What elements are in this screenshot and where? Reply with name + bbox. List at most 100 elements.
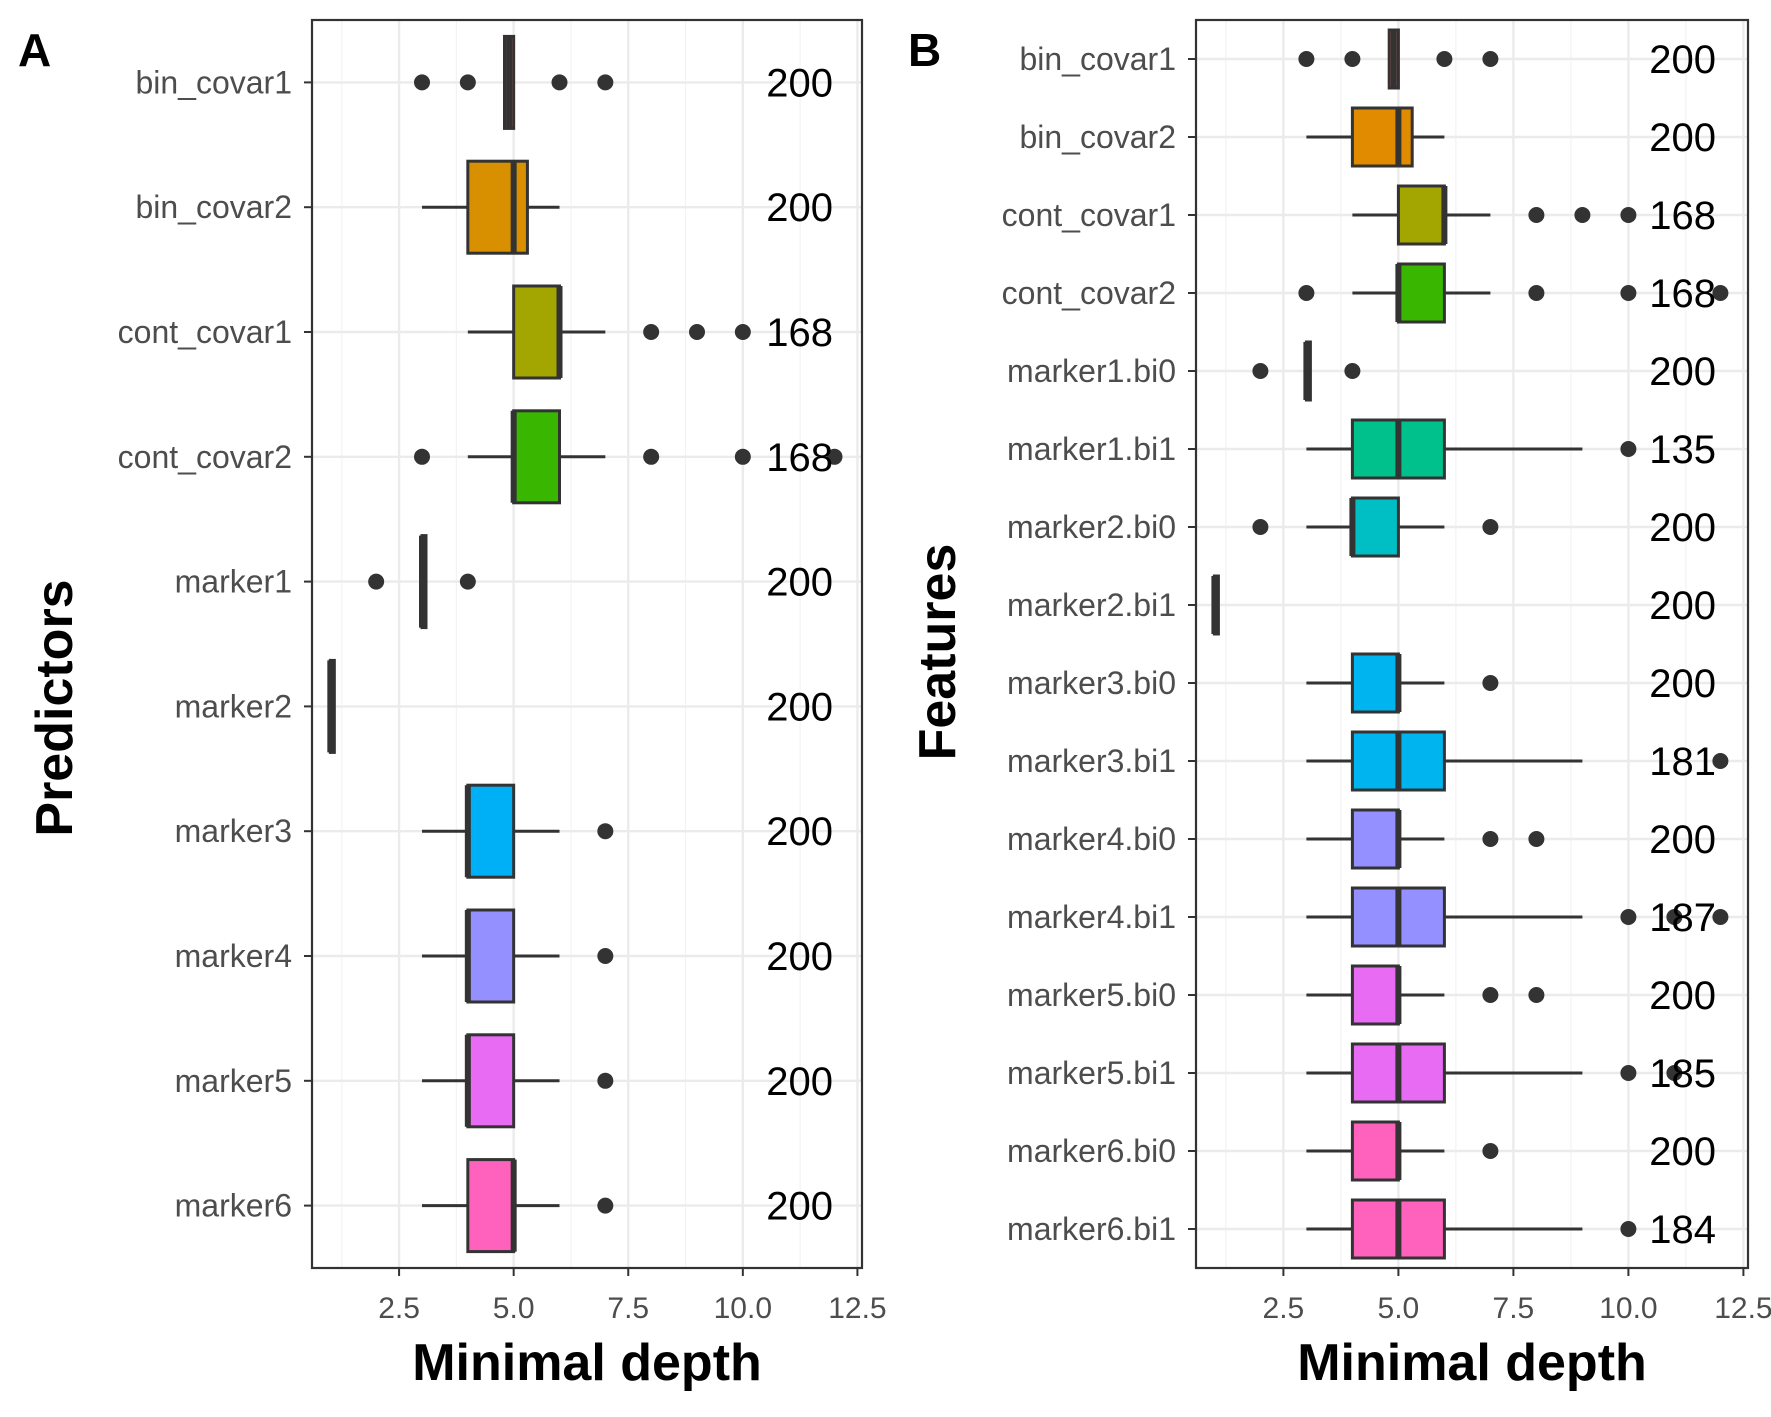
panel-b-box-marker2-bi1	[1211, 574, 1220, 636]
panel-b-box-rect	[1350, 652, 1400, 714]
panel-b-box-marker3-bi1	[1306, 730, 1729, 792]
panel-a-category-label: marker3	[175, 813, 292, 849]
panel-a-box-rect	[466, 159, 529, 255]
panel-b-category-label: marker2.bi1	[1007, 587, 1176, 623]
panel-b-count-label: 187	[1649, 896, 1716, 940]
panel-b-outlier-point	[1666, 909, 1683, 925]
panel-a-box-rect	[512, 409, 562, 505]
panel-b-outlier-point	[1344, 51, 1361, 67]
panel-b-count-label: 200	[1649, 1130, 1716, 1174]
panel-b-box-bin-covar1	[1298, 28, 1499, 90]
panel-a-x-tick-label: 2.5	[378, 1292, 420, 1325]
panel-b-category-label: marker3.bi1	[1007, 743, 1176, 779]
panel-b-outlier-point	[1620, 909, 1637, 925]
panel-b-count-label: 200	[1649, 506, 1716, 550]
panel-b-category-label: marker4.bi1	[1007, 899, 1176, 935]
panel-a-outlier-point	[597, 823, 614, 840]
panel-b-count-label: 200	[1649, 818, 1716, 862]
panel-a-outlier-point	[459, 74, 476, 91]
panel-a-outlier-point	[414, 448, 430, 465]
panel-a-box-marker1	[368, 534, 476, 630]
panel-a: A Predictors Minimal depth bin_covar1 200…	[18, 18, 887, 1392]
panel-a-count-label: 200	[766, 186, 833, 230]
panel-b-letter: B	[908, 24, 941, 76]
panel-b-count-label: 168	[1649, 272, 1716, 316]
panel-b-count-label: 135	[1649, 428, 1716, 472]
panel-b: B Features Minimal depth bin_covar1 200 bi…	[908, 18, 1771, 1392]
panel-b-count-label: 200	[1649, 662, 1716, 706]
panel-a-box-marker2	[327, 658, 336, 754]
panel-a-category-label: marker6	[175, 1188, 292, 1224]
panel-b-outlier-point	[1620, 1221, 1637, 1237]
panel-a-category-label: cont_covar2	[118, 439, 292, 475]
panel-b-category-label: marker5.bi1	[1007, 1055, 1176, 1091]
panel-b-category-label: bin_covar1	[1019, 41, 1176, 77]
panel-b-category-label: cont_covar1	[1002, 197, 1176, 233]
panel-b-gridlines	[1196, 20, 1748, 1268]
panel-b-category-label: cont_covar2	[1002, 275, 1176, 311]
panel-a-box-rect	[466, 1158, 516, 1254]
panel-b-outlier-point	[1298, 51, 1315, 67]
panel-b-category-label: marker6.bi1	[1007, 1211, 1176, 1247]
panel-b-outlier-point	[1482, 987, 1499, 1003]
panel-a-category-label: bin_covar1	[135, 64, 292, 100]
panel-a-box-cont-covar1	[467, 284, 751, 380]
panel-a-y-axis-title: Predictors	[26, 579, 84, 836]
panel-a-count-label: 200	[766, 1060, 833, 1104]
panel-a-x-tick-label: 10.0	[714, 1292, 772, 1325]
panel-b-category-label: marker6.bi0	[1007, 1133, 1176, 1169]
panel-b-plot-frame	[1194, 18, 1750, 1270]
panel-b-box-marker3-bi0	[1306, 652, 1499, 714]
panel-b-outlier-point	[1620, 1065, 1637, 1081]
panel-b-category-label: bin_covar2	[1019, 119, 1176, 155]
panel-a-outlier-point	[689, 324, 705, 340]
panel-a-category-label: marker2	[175, 688, 292, 724]
panel-a-box-bin-covar1	[414, 34, 614, 130]
panel-b-count-label: 181	[1649, 740, 1716, 784]
panel-b-x-tick-label: 10.0	[1599, 1292, 1657, 1325]
panel-b-outlier-point	[1482, 51, 1499, 67]
panel-a-count-label: 200	[766, 935, 833, 979]
panel-b-outlier-point	[1712, 909, 1729, 925]
panel-b-category-label: marker2.bi0	[1007, 509, 1176, 545]
panel-a-outlier-point	[597, 948, 614, 964]
panel-a-box-bin-covar2	[422, 159, 560, 255]
panel-a-category-label: bin_covar2	[135, 189, 292, 225]
panel-b-x-tick-label: 7.5	[1493, 1292, 1535, 1325]
panel-b-count-label: 184	[1649, 1208, 1716, 1252]
panel-b-box-rect	[1396, 184, 1446, 246]
panel-a-box-rect	[466, 1033, 516, 1129]
panel-b-count-label: 200	[1649, 116, 1716, 160]
panel-b-box-marker4-bi0	[1306, 808, 1545, 870]
panel-a-box-marker4	[422, 908, 614, 1004]
panel-a-count-label: 168	[766, 311, 833, 355]
panel-a-category-label: marker1	[175, 564, 292, 600]
panel-b-box-marker6-bi1	[1306, 1198, 1637, 1260]
panel-b-outlier-point	[1482, 675, 1499, 691]
panel-a-count-label: 168	[766, 436, 833, 480]
panel-b-category-label: marker5.bi0	[1007, 977, 1176, 1013]
panel-a-box-marker3	[422, 783, 614, 879]
panel-b-outlier-point	[1528, 285, 1545, 301]
panel-b-box-rect	[1350, 106, 1414, 168]
panel-b-box-marker5-bi0	[1306, 964, 1545, 1026]
panel-a-x-tick-label: 12.5	[828, 1292, 886, 1325]
panel-b-box-marker5-bi1	[1306, 1042, 1683, 1104]
panel-a-outlier-point	[368, 573, 385, 590]
panel-b-box-marker2-bi0	[1252, 496, 1499, 558]
panel-b-box-bin-covar2	[1306, 106, 1445, 168]
panel-b-outlier-point	[1574, 207, 1591, 223]
panel-a-box-rect	[466, 783, 516, 879]
panel-b-outlier-point	[1620, 207, 1637, 223]
panel-b-count-label: 168	[1649, 194, 1716, 238]
panel-a-outlier-point	[459, 573, 476, 590]
panel-b-outlier-point	[1252, 363, 1269, 379]
panel-b-box-rect	[1350, 1120, 1400, 1182]
panel-b-x-tick-label: 12.5	[1714, 1292, 1771, 1325]
panel-b-outlier-point	[1298, 285, 1315, 301]
panel-a-count-label: 200	[766, 1185, 833, 1229]
panel-a-x-tick-label: 7.5	[607, 1292, 649, 1325]
panel-a-count-label: 200	[766, 685, 833, 729]
panel-a-box-rect	[512, 284, 562, 380]
